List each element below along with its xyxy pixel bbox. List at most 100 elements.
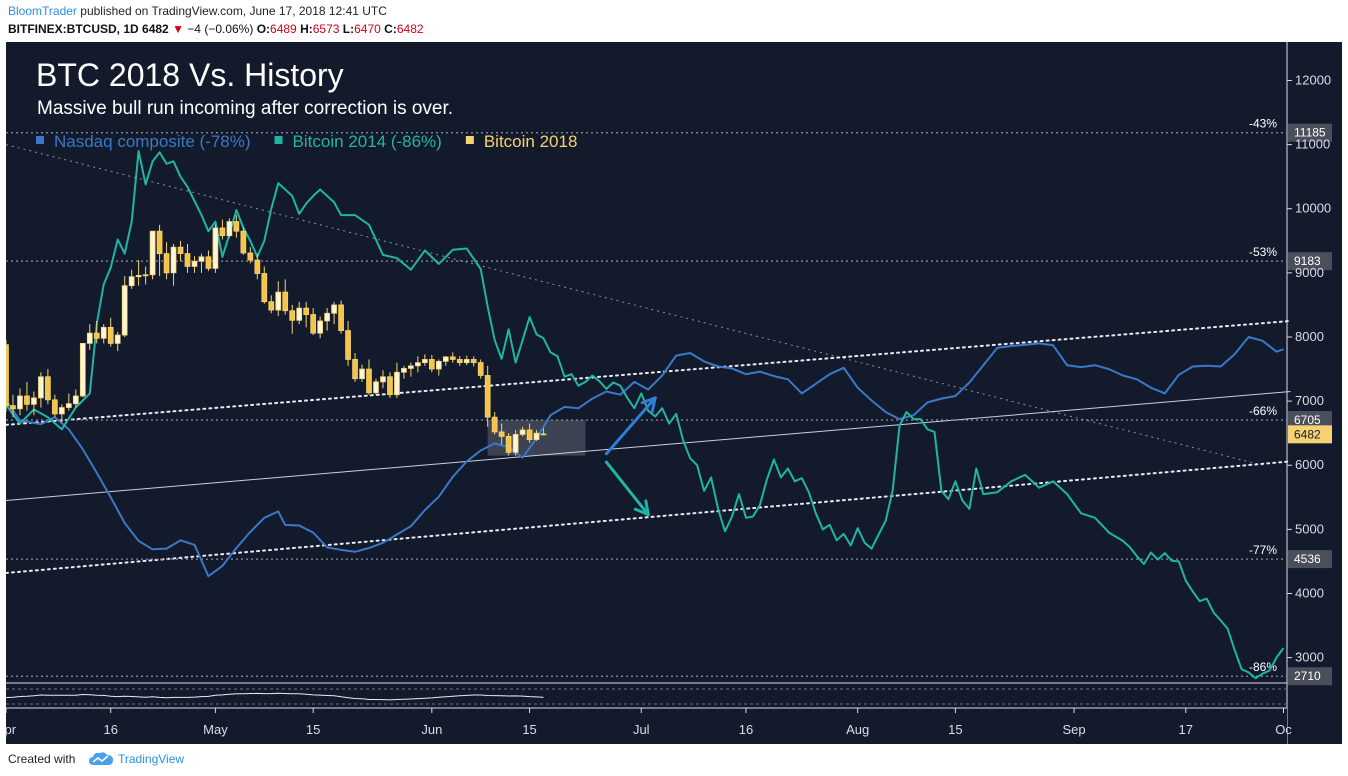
candle-body bbox=[31, 397, 37, 405]
candle-body bbox=[435, 360, 442, 370]
candle-body bbox=[52, 399, 58, 415]
high-label: H: bbox=[300, 22, 313, 36]
level-percent-label: -53% bbox=[1249, 245, 1277, 259]
candle-body bbox=[59, 407, 65, 415]
x-tick-label: Oc bbox=[1275, 722, 1292, 737]
author-link[interactable]: BloomTrader bbox=[8, 4, 77, 18]
y-tick-label: 8000 bbox=[1295, 329, 1324, 344]
candle-body bbox=[170, 246, 177, 274]
low-value: 6470 bbox=[354, 22, 381, 36]
symbol-label: BITFINEX:BTCUSD, 1D bbox=[8, 22, 139, 36]
candle-body bbox=[142, 274, 149, 277]
candle-body bbox=[163, 253, 170, 274]
last-price: 6482 bbox=[142, 22, 169, 36]
y-tick-label: 4000 bbox=[1295, 586, 1324, 601]
candle-body bbox=[533, 432, 540, 440]
candle-body bbox=[65, 403, 72, 408]
candle-body bbox=[303, 307, 310, 315]
candle-body bbox=[79, 343, 86, 397]
candle-body bbox=[128, 276, 135, 287]
candle-body bbox=[240, 230, 247, 254]
candle-body bbox=[401, 368, 407, 373]
y-tick-label: 12000 bbox=[1295, 72, 1331, 87]
candle-body bbox=[394, 371, 400, 396]
tradingview-cloud-icon bbox=[89, 752, 113, 765]
level-percent-label: -77% bbox=[1249, 543, 1277, 557]
legend-swatch bbox=[36, 136, 44, 144]
candle-body bbox=[484, 375, 491, 418]
y-tick-label: 9000 bbox=[1295, 265, 1324, 280]
level-price-tag bbox=[1288, 667, 1332, 686]
level-price-tag bbox=[1288, 411, 1332, 430]
candle-body bbox=[226, 221, 233, 237]
open-value: 6489 bbox=[270, 22, 297, 36]
candle-body bbox=[505, 435, 512, 453]
candle-body bbox=[247, 252, 254, 261]
candle-body bbox=[45, 376, 51, 401]
level-price-label: 9183 bbox=[1294, 254, 1321, 268]
level-price-tag bbox=[1288, 123, 1332, 142]
candle-body bbox=[477, 362, 484, 376]
candle-body bbox=[93, 332, 100, 339]
x-tick-label: Jul bbox=[633, 722, 650, 737]
open-label: O: bbox=[256, 22, 271, 36]
low-label: L: bbox=[342, 22, 355, 36]
candle-body bbox=[198, 256, 205, 262]
legend: Nasdaq composite (-78%) Bitcoin 2014 (-86… bbox=[36, 132, 577, 151]
candle-body bbox=[212, 227, 219, 269]
candle-body bbox=[442, 356, 449, 362]
level-price-tag bbox=[1288, 252, 1332, 271]
candle-body bbox=[205, 256, 212, 269]
x-tick-label: Jun bbox=[421, 722, 442, 737]
y-tick-label: 5000 bbox=[1295, 521, 1324, 536]
candle-body bbox=[86, 332, 93, 344]
candle-body bbox=[408, 365, 414, 369]
tradingview-brand-link[interactable]: TradingView bbox=[118, 752, 185, 766]
y-tick-label: 7000 bbox=[1295, 393, 1324, 408]
candle-body bbox=[184, 253, 191, 267]
candle-body bbox=[233, 221, 240, 232]
legend-label: Nasdaq composite (-78%) bbox=[54, 132, 251, 151]
trendline bbox=[6, 460, 1292, 574]
y-tick-label: 11000 bbox=[1295, 137, 1330, 152]
x-tick-label: Sep bbox=[1063, 722, 1086, 737]
created-with-text: Created with bbox=[8, 752, 76, 766]
candle-body bbox=[289, 310, 296, 321]
x-tick-label: 16 bbox=[103, 722, 117, 737]
candle-body bbox=[268, 301, 275, 311]
candle-body bbox=[498, 431, 505, 437]
candle-body bbox=[219, 227, 226, 237]
candle-body bbox=[463, 359, 470, 364]
legend-label: Bitcoin 2018 bbox=[484, 132, 578, 151]
legend-label: Bitcoin 2014 (-86%) bbox=[293, 132, 442, 151]
candle-body bbox=[6, 344, 9, 407]
arrow-head bbox=[633, 499, 650, 517]
candle-body bbox=[338, 304, 344, 331]
legend-swatch bbox=[274, 136, 283, 144]
candle-body bbox=[415, 362, 421, 367]
published-text: published on TradingView.com, June 17, 2… bbox=[80, 4, 387, 18]
candle-body bbox=[156, 230, 163, 255]
candle-body bbox=[135, 275, 142, 278]
time-axis-background bbox=[6, 708, 1287, 744]
chart-header: BloomTrader published on TradingView.com… bbox=[0, 0, 1348, 40]
candle-body bbox=[310, 314, 317, 334]
chart-canvas[interactable]: -43%11185-53%9183-66%6705-77%4536-86%271… bbox=[6, 42, 1342, 744]
x-tick-label: May bbox=[203, 722, 228, 737]
symbol-info: BITFINEX:BTCUSD, 1D 6482 ▼ −4 (−0.06%) O… bbox=[8, 22, 424, 36]
level-price-label: 6705 bbox=[1294, 413, 1321, 427]
candle-body bbox=[456, 359, 463, 364]
price-chart[interactable]: -43% 11185 -53% 9183 -66% 6705 -77% 4536 -86% 271… bbox=[6, 42, 1342, 744]
candle-body bbox=[72, 395, 79, 405]
level-percent-label: -66% bbox=[1249, 404, 1277, 418]
arrow-head bbox=[640, 396, 657, 414]
candle-body bbox=[380, 376, 386, 383]
y-tick-label: 6000 bbox=[1295, 457, 1324, 472]
candle-body bbox=[10, 405, 16, 410]
candle-body bbox=[345, 330, 351, 360]
candle-body bbox=[470, 359, 477, 364]
candle-body bbox=[149, 230, 156, 276]
candle-body bbox=[422, 359, 428, 364]
candle-body bbox=[261, 273, 268, 303]
candle-body bbox=[366, 368, 372, 394]
